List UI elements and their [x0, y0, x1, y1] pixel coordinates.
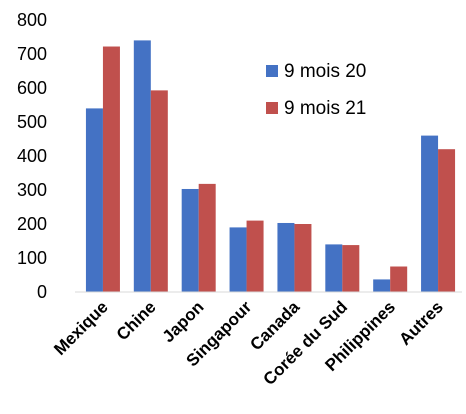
- bar-series2: [246, 220, 264, 292]
- bar-series1: [133, 40, 151, 293]
- y-axis-ticks: 0 100 200 300 400 500 600 700 800: [17, 10, 47, 302]
- bar-series1: [277, 222, 295, 292]
- y-tick-label: 300: [17, 180, 47, 200]
- x-category-label: Corée du Sud: [260, 297, 352, 389]
- bar-series1: [181, 188, 199, 292]
- y-tick-label: 600: [17, 78, 47, 98]
- bar-series1: [421, 135, 439, 292]
- y-tick-label: 800: [17, 10, 47, 30]
- bar-series2: [102, 46, 120, 292]
- y-tick-label: 200: [17, 214, 47, 234]
- x-category-label: Mexique: [50, 297, 112, 359]
- legend-label: 9 mois 21: [284, 98, 366, 119]
- legend-swatch: [266, 65, 278, 77]
- y-tick-label: 500: [17, 112, 47, 132]
- bar-series2: [150, 90, 168, 292]
- x-category-label: Autres: [395, 297, 447, 349]
- bar-series1: [85, 108, 103, 293]
- bar-series1: [229, 227, 247, 292]
- bar-series2: [438, 149, 456, 292]
- y-tick-label: 700: [17, 44, 47, 64]
- y-tick-label: 100: [17, 248, 47, 268]
- bar-series2: [390, 266, 408, 292]
- bar-series2: [342, 245, 360, 292]
- legend: 9 mois 20 9 mois 21: [266, 61, 366, 119]
- bar-series2: [294, 224, 312, 292]
- bar-series1: [373, 279, 391, 292]
- y-tick-label: 400: [17, 146, 47, 166]
- bar-series1: [325, 244, 343, 292]
- bar-series2: [198, 183, 216, 292]
- y-tick-label: 0: [37, 282, 47, 302]
- bars: [85, 40, 456, 293]
- legend-swatch: [266, 102, 278, 114]
- x-category-label: Chine: [113, 297, 160, 344]
- legend-label: 9 mois 20: [284, 61, 366, 82]
